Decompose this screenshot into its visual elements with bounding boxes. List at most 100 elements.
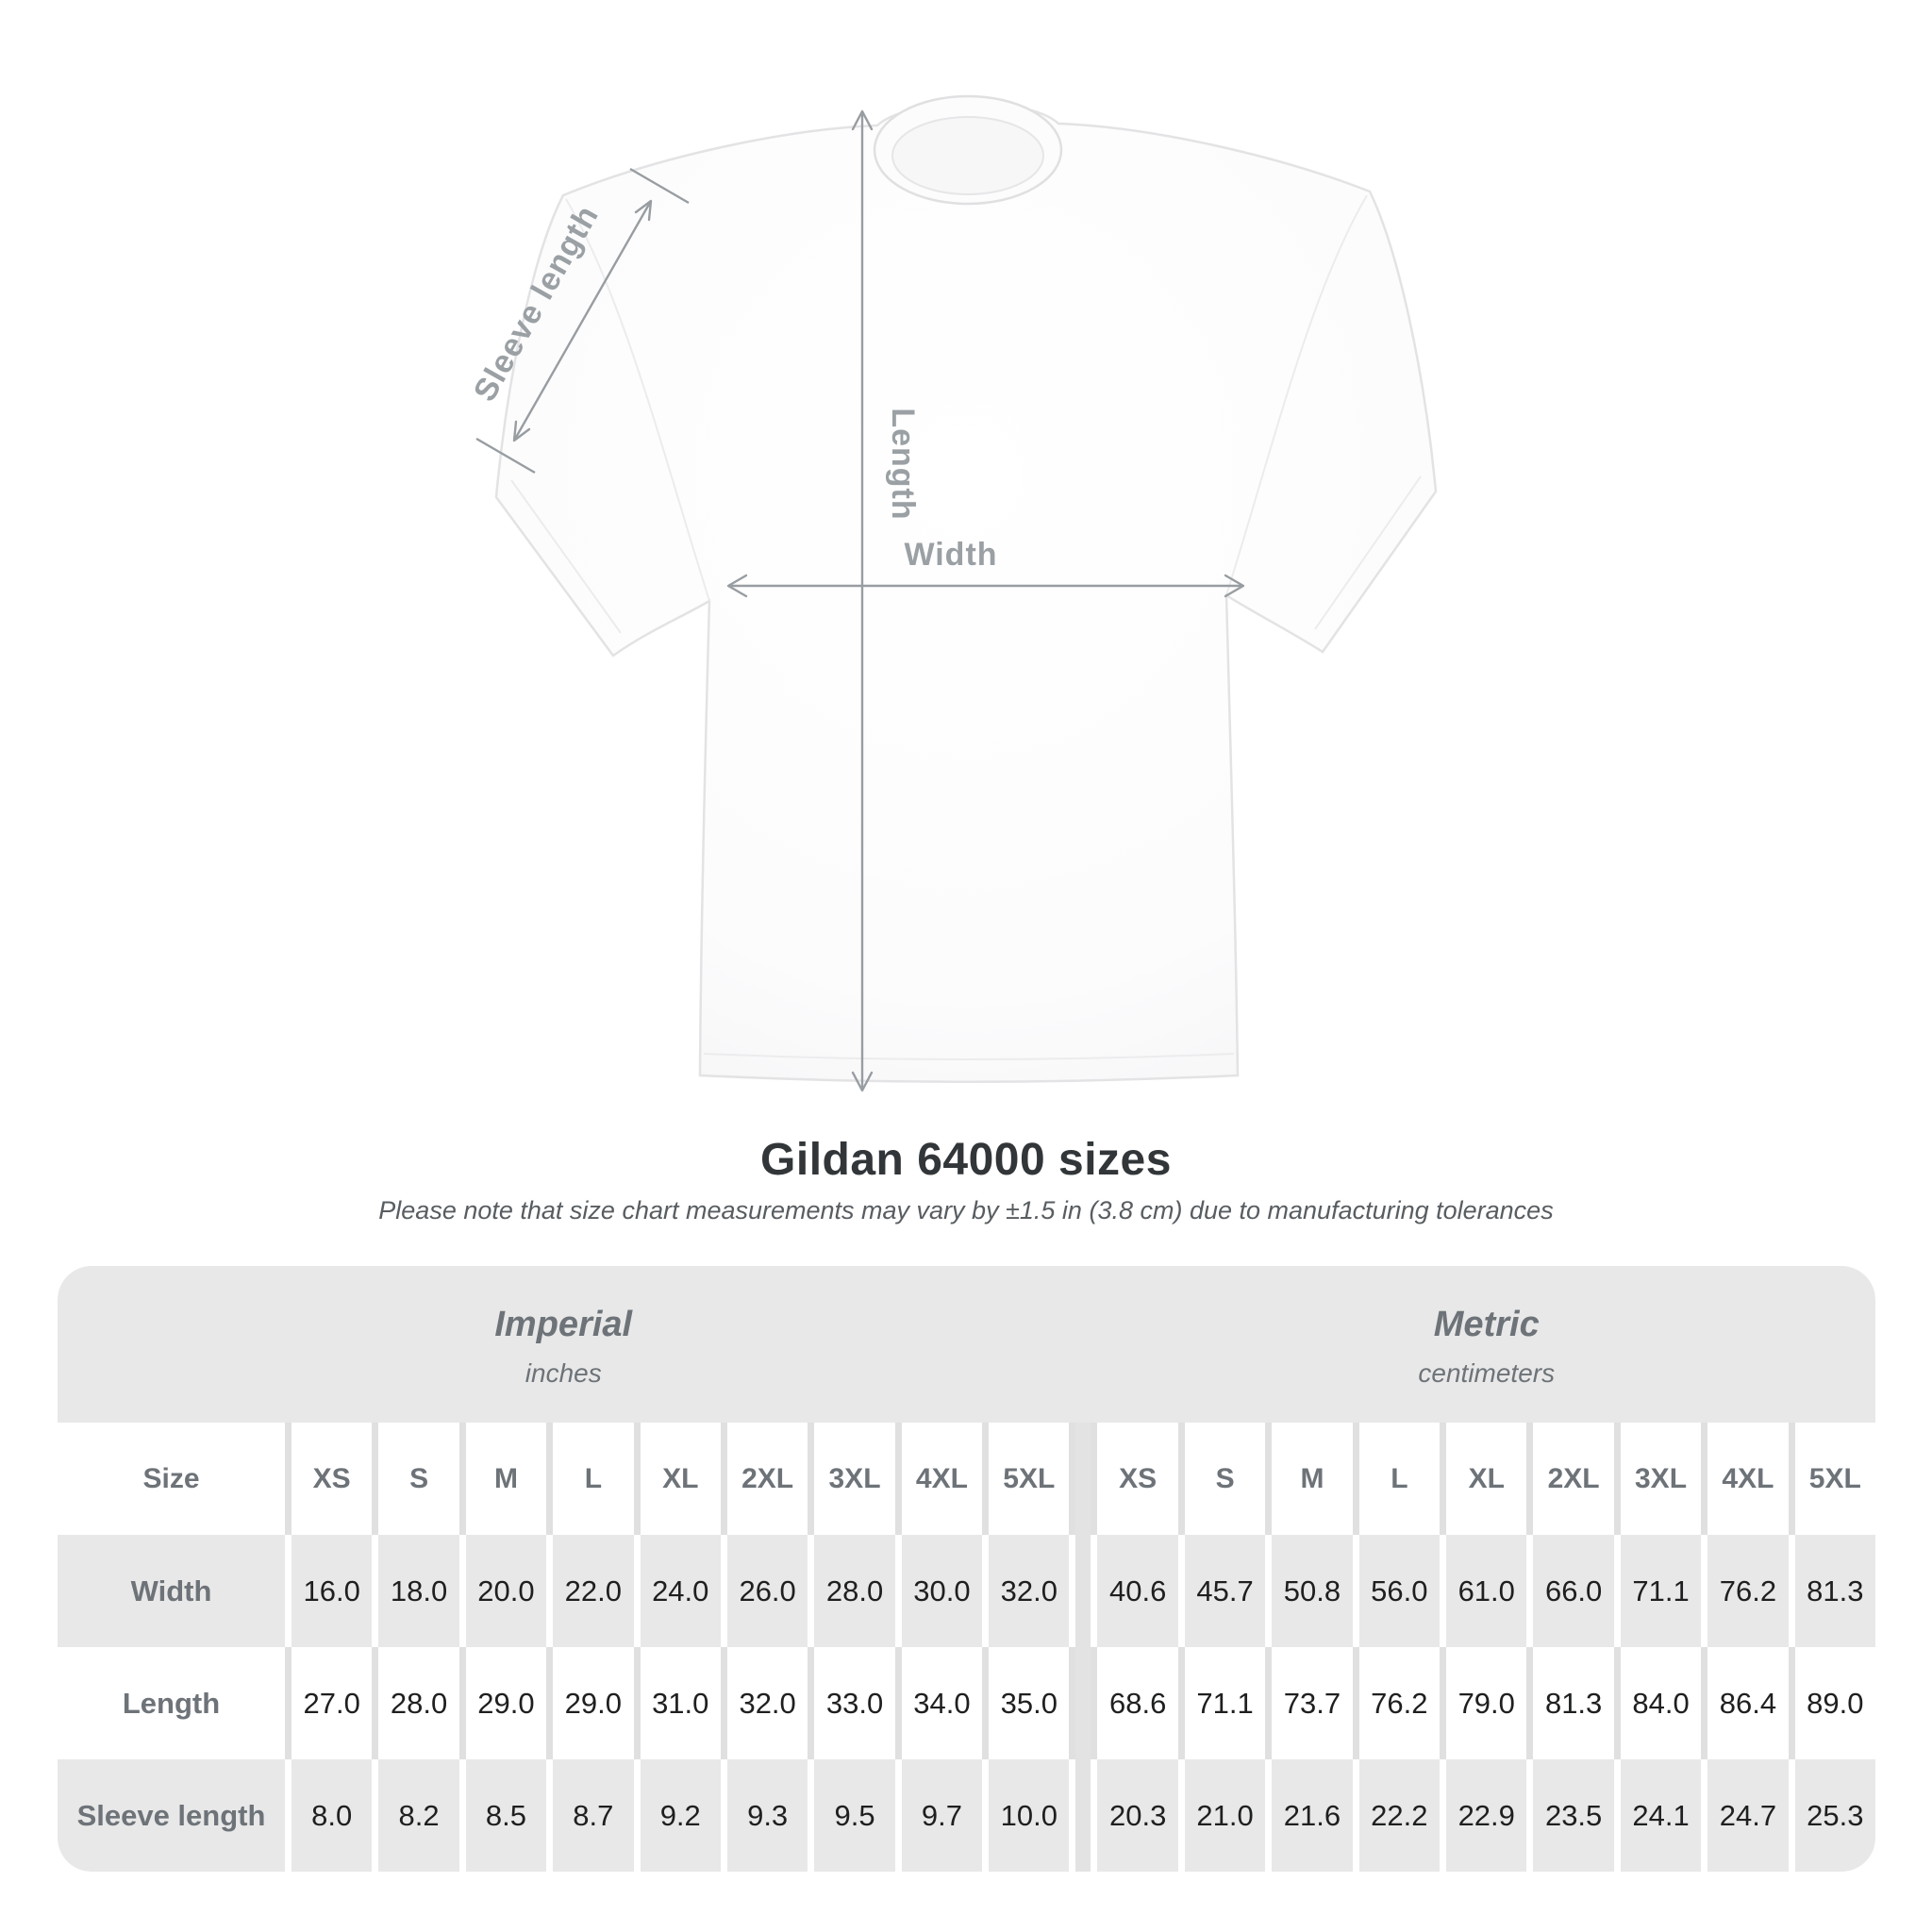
table-cell: 24.7 <box>1707 1759 1789 1872</box>
table-cell: 68.6 <box>1097 1647 1178 1759</box>
table-cell: 31.0 <box>640 1647 721 1759</box>
table-row-width: Width 16.0 18.0 20.0 22.0 24.0 26.0 28.0… <box>58 1535 1875 1647</box>
size-column-header: Size <box>58 1423 285 1535</box>
size-label-imperial-4xl: 4XL <box>901 1423 983 1535</box>
table-cell: 24.1 <box>1620 1759 1702 1872</box>
table-cell: 26.0 <box>726 1535 808 1647</box>
metric-header: Metric centimeters <box>1098 1266 1876 1423</box>
size-label-metric-l: L <box>1358 1423 1441 1535</box>
table-cell: 29.0 <box>553 1647 634 1759</box>
table-cell: 8.5 <box>465 1759 547 1872</box>
hem-seam <box>703 1053 1235 1060</box>
collar-inner <box>891 116 1044 195</box>
table-cell: 45.7 <box>1184 1535 1266 1647</box>
table-cell: 40.6 <box>1097 1535 1178 1647</box>
row-label-length: Length <box>58 1647 285 1759</box>
width-arrow: Width <box>726 537 1245 598</box>
size-label-metric-xs: XS <box>1097 1423 1178 1535</box>
left-cuff-seam <box>510 479 622 634</box>
table-cell: 22.2 <box>1358 1759 1441 1872</box>
row-label-width: Width <box>58 1535 285 1647</box>
table-cell: 81.3 <box>1533 1647 1614 1759</box>
unit-header-band: Imperial inches Metric centimeters <box>58 1266 1875 1423</box>
table-cell: 86.4 <box>1707 1647 1789 1759</box>
table-cell: 25.3 <box>1794 1759 1875 1872</box>
size-label-metric-2xl: 2XL <box>1533 1423 1614 1535</box>
table-cell: 22.9 <box>1446 1759 1527 1872</box>
row-label-sleeve-length: Sleeve length <box>58 1759 285 1872</box>
table-cell: 22.0 <box>553 1535 634 1647</box>
table-cell: 71.1 <box>1184 1647 1266 1759</box>
table-cell: 8.7 <box>553 1759 634 1872</box>
table-cell: 79.0 <box>1446 1647 1527 1759</box>
page-title: Gildan 64000 sizes <box>760 1135 1172 1185</box>
size-label-imperial-l: L <box>553 1423 634 1535</box>
column-spacer <box>1075 1423 1091 1535</box>
table-cell: 34.0 <box>901 1647 983 1759</box>
length-arrow: Length <box>851 109 921 1092</box>
table-cell: 35.0 <box>989 1647 1070 1759</box>
tolerance-note: Please note that size chart measurements… <box>378 1196 1554 1224</box>
table-cell: 30.0 <box>901 1535 983 1647</box>
table-cell: 20.0 <box>465 1535 547 1647</box>
right-cuff-seam <box>1314 475 1422 630</box>
table-cell: 73.7 <box>1272 1647 1353 1759</box>
table-cell: 18.0 <box>378 1535 459 1647</box>
table-cell: 89.0 <box>1794 1647 1875 1759</box>
table-cell: 9.2 <box>640 1759 721 1872</box>
table-cell: 32.0 <box>726 1647 808 1759</box>
left-armhole-seam <box>565 198 710 602</box>
table-cell: 29.0 <box>465 1647 547 1759</box>
tshirt-graphic: Length Width Sleeve length <box>472 94 1438 1092</box>
table-cell: 61.0 <box>1446 1535 1527 1647</box>
table-cell: 21.6 <box>1272 1759 1353 1872</box>
table-cell: 33.0 <box>814 1647 895 1759</box>
size-label-imperial-2xl: 2XL <box>726 1423 808 1535</box>
length-label: Length <box>885 408 921 520</box>
size-label-metric-s: S <box>1184 1423 1266 1535</box>
column-spacer <box>1075 1647 1091 1759</box>
table-cell: 23.5 <box>1533 1759 1614 1872</box>
table-cell: 84.0 <box>1620 1647 1702 1759</box>
table-cell: 81.3 <box>1794 1535 1875 1647</box>
size-label-metric-4xl: 4XL <box>1707 1423 1789 1535</box>
size-label-metric-3xl: 3XL <box>1620 1423 1702 1535</box>
size-label-metric-5xl: 5XL <box>1794 1423 1875 1535</box>
size-label-imperial-xs: XS <box>291 1423 373 1535</box>
table-cell: 21.0 <box>1184 1759 1266 1872</box>
table-cell: 32.0 <box>989 1535 1070 1647</box>
size-label-imperial-xl: XL <box>640 1423 721 1535</box>
table-cell: 71.1 <box>1620 1535 1702 1647</box>
column-spacer <box>1075 1535 1091 1647</box>
right-armhole-seam <box>1225 194 1368 596</box>
table-row-sleeve-length: Sleeve length 8.0 8.2 8.5 8.7 9.2 9.3 9.… <box>58 1759 1875 1872</box>
table-cell: 76.2 <box>1358 1647 1441 1759</box>
table-cell: 76.2 <box>1707 1535 1789 1647</box>
metric-sublabel: centimeters <box>1418 1357 1556 1388</box>
size-label-imperial-s: S <box>378 1423 459 1535</box>
size-label-imperial-m: M <box>465 1423 547 1535</box>
imperial-label: Imperial <box>494 1304 633 1344</box>
table-cell: 56.0 <box>1358 1535 1441 1647</box>
table-cell: 28.0 <box>814 1535 895 1647</box>
size-label-metric-m: M <box>1272 1423 1353 1535</box>
table-cell: 8.2 <box>378 1759 459 1872</box>
imperial-header: Imperial inches <box>58 1266 1070 1423</box>
size-label-imperial-3xl: 3XL <box>814 1423 895 1535</box>
table-cell: 16.0 <box>291 1535 373 1647</box>
table-cell: 20.3 <box>1097 1759 1178 1872</box>
table-cell: 9.5 <box>814 1759 895 1872</box>
tshirt-silhouette <box>494 94 1438 1083</box>
table-cell: 24.0 <box>640 1535 721 1647</box>
table-row-length: Length 27.0 28.0 29.0 29.0 31.0 32.0 33.… <box>58 1647 1875 1759</box>
table-cell: 50.8 <box>1272 1535 1353 1647</box>
table-cell: 10.0 <box>989 1759 1070 1872</box>
size-header-row: Size XS S M L XL 2XL 3XL 4XL 5XL XS S M … <box>58 1423 1875 1535</box>
imperial-sublabel: inches <box>525 1357 602 1388</box>
table-cell: 28.0 <box>378 1647 459 1759</box>
table-cell: 9.7 <box>901 1759 983 1872</box>
size-label-imperial-5xl: 5XL <box>989 1423 1070 1535</box>
width-label: Width <box>904 537 997 573</box>
table-cell: 27.0 <box>291 1647 373 1759</box>
